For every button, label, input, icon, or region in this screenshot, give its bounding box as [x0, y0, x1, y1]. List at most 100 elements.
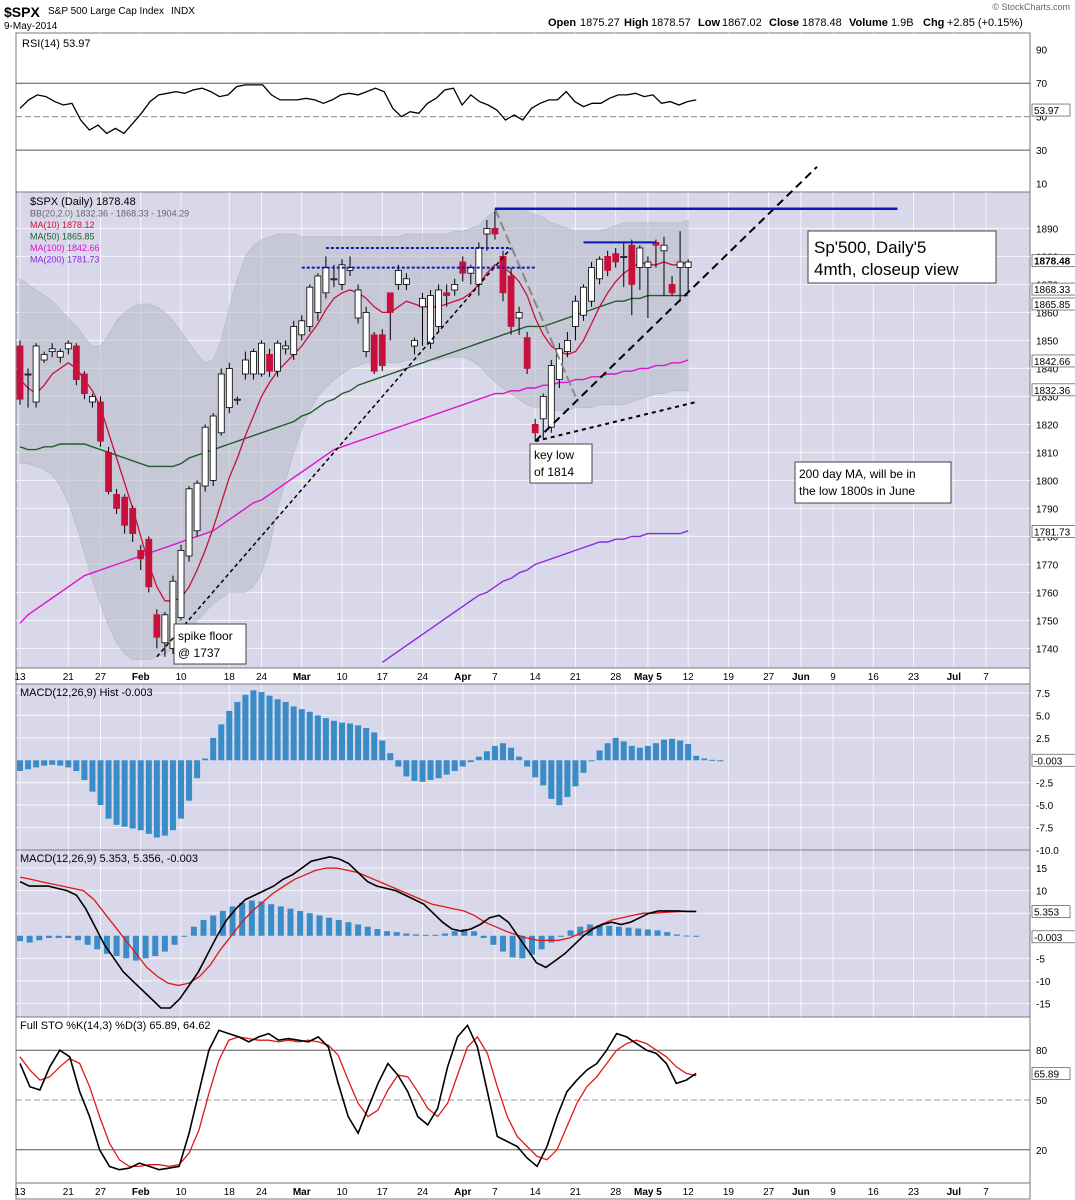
price-tick-8: 1810: [1036, 448, 1059, 459]
price-right-label-5-box: [1031, 525, 1075, 538]
hist-bar-60: [500, 743, 506, 761]
candle-body-83: [684, 261, 692, 268]
x-axis-mid-tick-12: 7: [492, 672, 498, 683]
hist-bar-20: [178, 760, 184, 819]
macd-hist-bar-31: [316, 915, 323, 936]
hist-bar-52: [435, 760, 442, 779]
stoch-legend: Full STO %K(14,3) %D(3) 65.89, 64.62: [20, 1020, 211, 1032]
price-right-label-2-box: [1031, 297, 1075, 311]
hist-bar-80: [661, 739, 667, 761]
x-axis-bottom-bg: [15, 1182, 1031, 1200]
macd-hist-panel: 7.5 5.0 2.5 -2.5 -5.0 -7.5 -10.0 MACD(12,26,9) …: [15, 683, 1075, 857]
candle-body-54: [451, 283, 459, 291]
candle-body-21: [185, 488, 193, 557]
price-right-label-4-box: [1031, 383, 1075, 397]
macd-hist-bar-15: [161, 935, 168, 952]
price-right-label-4: 1832.36: [1034, 386, 1071, 397]
hist-bar-25: [218, 724, 225, 761]
hist-bar-21: [186, 760, 193, 801]
macd-tick-5: -15: [1036, 999, 1051, 1010]
price-right-label-0-box: [1031, 254, 1075, 268]
x-axis-bottom-tick-0: 13: [14, 1187, 26, 1198]
candle-body-64: [531, 423, 539, 434]
macd-hist-bar-29: [297, 910, 304, 936]
candle-body-31: [266, 353, 273, 372]
candle-body-36: [306, 286, 314, 327]
hist-bar-72: [596, 750, 603, 761]
macd-hist-bar-53: [528, 935, 535, 955]
stoch-last-label-box: [1031, 1067, 1071, 1081]
macd-hist-bar-0: [17, 935, 23, 942]
candle-body-35: [298, 320, 306, 336]
candle-body-40: [338, 264, 346, 285]
macd-hist-bar-63: [625, 927, 632, 936]
macd-hist-bar-43: [432, 934, 439, 936]
hist-last-label-box: [1031, 753, 1075, 767]
price-right-label-3: 1842.66: [1034, 357, 1071, 368]
hist-bar-27: [234, 701, 241, 761]
candle-body-68: [564, 339, 571, 352]
candle-body-52: [435, 289, 443, 327]
hist-bar-75: [620, 741, 627, 761]
macd-last-label-box: [1031, 905, 1071, 918]
price-right-label-1-box: [1031, 282, 1075, 296]
candle-body-78: [644, 261, 652, 268]
hist-bar-57: [475, 756, 482, 761]
macd-hist-bar-59: [586, 924, 593, 936]
candle-body-61: [507, 275, 515, 327]
hist-bar-67: [556, 760, 563, 806]
macd-hist-bar-30: [306, 913, 313, 936]
x-axis-bottom-tick-4: 10: [175, 1187, 187, 1198]
title-annotation-line1: Sp'500, Daily'5: [814, 238, 926, 257]
x-axis-bottom-tick-12: 7: [492, 1187, 498, 1198]
macd-hist-bar-38: [384, 931, 391, 936]
price-right-label-1: 1868.33: [1034, 285, 1071, 296]
macd-tick-0: 15: [1036, 864, 1048, 875]
price-right-label-2: 1865.85: [1034, 300, 1071, 311]
hist-bar-34: [290, 706, 297, 761]
hist-tick-5: -7.5: [1036, 824, 1054, 835]
candle-body-82: [676, 261, 684, 268]
macd-hist-bar-16: [171, 935, 178, 945]
close-value: 1878.48: [802, 17, 842, 29]
macd-hist-bar-34: [345, 922, 352, 936]
hist-bar-37: [314, 715, 321, 761]
hist-bar-58: [483, 751, 490, 761]
x-axis-mid-tick-18: 19: [723, 672, 735, 683]
ohlc-readout: Open 1875.27 High 1878.57 Low 1867.02 Cl…: [548, 17, 1023, 29]
credit-label: © StockCharts.com: [992, 2, 1070, 12]
x-axis-bottom-tick-16: May 5: [634, 1187, 662, 1198]
x-axis-bottom-tick-18: 19: [723, 1187, 735, 1198]
rsi-legend: RSI(14) 53.97: [22, 38, 90, 50]
macd-hist-bar-54: [538, 935, 545, 950]
macd-hist-bar-10: [113, 935, 120, 957]
hist-bar-43: [363, 727, 370, 761]
candle-body-15: [137, 550, 145, 560]
hist-bar-73: [604, 743, 611, 761]
candle-body-1: [24, 373, 32, 376]
x-axis-mid-tick-11: Apr: [454, 672, 471, 683]
macd-hist-bar-68: [673, 934, 680, 936]
candle-body-59: [491, 227, 499, 235]
hist-bar-63: [524, 760, 531, 767]
candle-body-58: [483, 227, 491, 235]
ma200-legend: MA(200) 1781.73: [30, 255, 100, 265]
macd-hist-bar-14: [152, 935, 159, 957]
macd-hist-last-label: -0.003: [1034, 933, 1063, 944]
hist-bar-32: [274, 699, 281, 761]
symbol-label: $SPX: [4, 4, 40, 20]
candle-body-7: [72, 345, 80, 380]
hist-bar-85: [701, 758, 708, 761]
candle-body-44: [370, 334, 378, 372]
title-annotation: Sp'500, Daily'5 4mth, closeup view: [807, 230, 997, 284]
x-axis-bottom-tick-13: 14: [530, 1187, 542, 1198]
hist-bar-36: [306, 711, 313, 761]
hist-bar-79: [652, 743, 659, 761]
candle-body-38: [322, 267, 330, 294]
candle-body-32: [274, 342, 282, 372]
candle-body-26: [225, 367, 233, 408]
macd-hist-bar-39: [393, 932, 400, 936]
candle-body-4: [48, 348, 56, 352]
price-tick-9: 1800: [1036, 476, 1059, 487]
macd-hist-bar-21: [219, 910, 226, 936]
